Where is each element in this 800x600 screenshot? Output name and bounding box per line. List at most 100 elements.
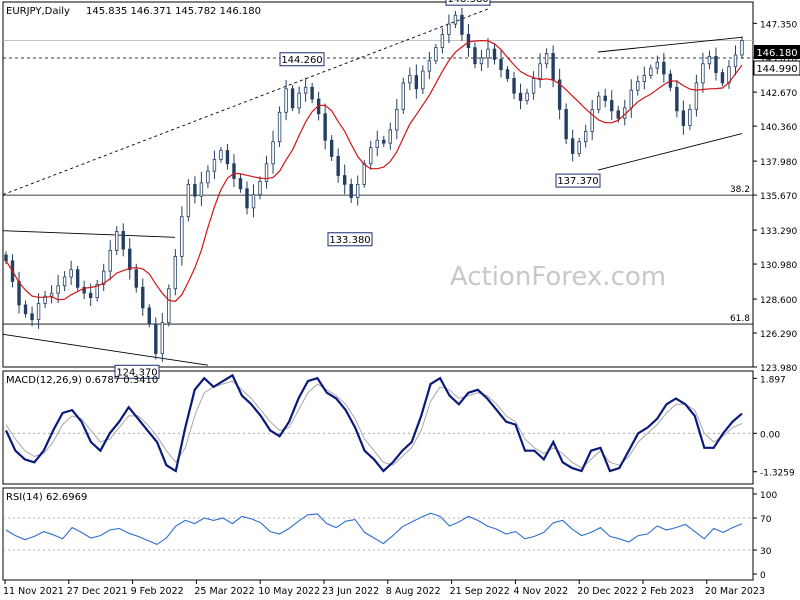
moving-average-line — [5, 39, 743, 302]
candle-body — [694, 82, 699, 110]
candle-body — [499, 58, 503, 71]
candle-body — [740, 40, 744, 56]
annotation-box — [445, 0, 491, 6]
candle-body — [720, 72, 725, 84]
candle-body — [349, 183, 353, 198]
candle-body — [610, 100, 614, 112]
candle-body — [108, 250, 112, 272]
candle-body — [505, 69, 510, 79]
x-tick-label: 25 Mar 2022 — [194, 586, 254, 597]
candle-body — [616, 110, 620, 119]
annotation-label: 137.370 — [557, 176, 598, 187]
price-panel-frame — [2, 1, 754, 368]
candle-body — [577, 141, 581, 154]
candle-body — [95, 283, 99, 298]
candle-body — [525, 92, 529, 101]
candle-body — [115, 231, 119, 251]
annotation-label: 133.380 — [329, 235, 370, 246]
annotation-box — [114, 364, 160, 379]
candle-body — [49, 292, 54, 297]
candle-body — [414, 75, 419, 90]
x-tick-label: 2 Feb 2023 — [641, 586, 694, 597]
annotation-label: 124.370 — [116, 367, 157, 378]
candle-body — [264, 163, 269, 182]
candle-body — [486, 48, 490, 59]
price-tick-label: 142.670 — [760, 89, 797, 99]
ohlc-header: 145.835 146.371 145.782 146.180 — [86, 6, 261, 17]
candle-body — [160, 322, 165, 354]
candle-body — [56, 285, 60, 294]
candle-body — [134, 269, 138, 288]
candle-body — [707, 56, 712, 65]
price-static-layer: 38.2 61.8 — [2, 7, 753, 366]
rsi-tick-label: 70 — [760, 515, 772, 525]
candle-body — [649, 67, 653, 76]
x-tick-label: 11 Nov 2021 — [3, 586, 64, 597]
candle-body — [453, 14, 458, 25]
rsi-tick-label: 0 — [760, 571, 766, 581]
candle-body — [128, 248, 132, 271]
candle-body — [597, 95, 601, 110]
candle-body — [82, 286, 86, 294]
rsi-tick-label: 30 — [760, 547, 772, 557]
candle-body — [544, 53, 549, 65]
rsi-y-axis: 100 70 30 0 — [753, 491, 777, 581]
candle-body — [479, 57, 484, 65]
macd-y-axis: 1.897 0.00 -1.3259 — [753, 375, 795, 479]
candle-body — [564, 108, 568, 140]
candle-body — [284, 88, 288, 113]
candle-body — [193, 183, 197, 197]
candles-layer — [4, 7, 744, 363]
candle-body — [173, 256, 178, 290]
candle-body — [323, 113, 327, 141]
candle-body — [271, 141, 275, 165]
x-tick-label: 8 Aug 2022 — [386, 586, 441, 597]
annotation-box — [279, 52, 325, 67]
candle-body — [369, 147, 373, 165]
candle-body — [466, 33, 471, 48]
candle-body — [43, 295, 47, 304]
candle-body — [342, 175, 347, 185]
x-tick-label: 10 May 2022 — [258, 586, 320, 597]
macd-main-line — [5, 373, 743, 473]
rsi-panel-frame — [2, 487, 754, 581]
watermark: ActionForex.com — [450, 262, 666, 292]
level-price-tag-bg — [753, 60, 800, 76]
candle-body — [17, 281, 21, 306]
candle-body — [147, 307, 151, 325]
candle-body — [121, 231, 125, 250]
candle-body — [258, 181, 262, 196]
macd-signal-line — [5, 380, 743, 469]
candle-body — [4, 254, 8, 262]
fib-level-label: 61.8 — [730, 314, 750, 324]
fib-level-label: 38.2 — [730, 185, 750, 195]
candle-body — [277, 111, 282, 143]
x-tick-label: 4 Nov 2022 — [513, 586, 568, 597]
candle-body — [629, 89, 633, 109]
channel-line-lower-2022 — [2, 333, 209, 366]
candle-body — [427, 60, 432, 72]
price-y-axis: 147.350 145.010 142.670 140.360 137.980 135.6… — [753, 20, 797, 374]
channel-line-lower-2023 — [597, 133, 743, 171]
annotation-box — [555, 173, 601, 188]
candle-body — [232, 163, 236, 179]
current-price-tag-bg — [754, 45, 800, 59]
candle-body — [88, 292, 93, 298]
candle-body — [141, 286, 145, 309]
candle-body — [225, 150, 230, 165]
candle-body — [603, 95, 607, 101]
price-tick-label: 133.290 — [760, 227, 797, 237]
candle-body — [642, 75, 647, 82]
macd-tick-label: 0.00 — [760, 430, 780, 440]
price-tick-label: 145.010 — [760, 55, 797, 65]
price-tick-label: 137.980 — [760, 158, 797, 168]
price-tick-label: 130.980 — [760, 261, 797, 271]
candle-body — [69, 269, 73, 278]
candle-body — [401, 82, 406, 110]
candle-body — [356, 183, 360, 198]
candle-body — [714, 56, 718, 73]
x-tick-label: 9 Feb 2022 — [131, 586, 184, 597]
candle-body — [180, 216, 184, 257]
candle-body — [36, 303, 41, 321]
